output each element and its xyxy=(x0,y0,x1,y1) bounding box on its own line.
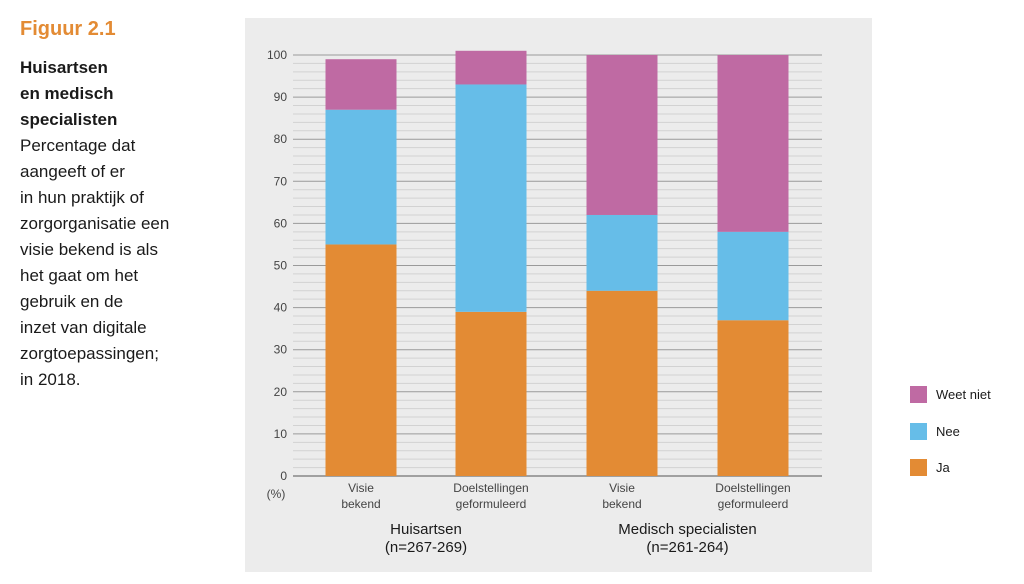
y-tick-label: 100 xyxy=(267,48,287,62)
bar-segment-ja xyxy=(717,320,789,476)
bar-segment-weet-niet xyxy=(586,55,658,215)
figure-number: Figuur 2.1 xyxy=(20,18,116,40)
group-sample-size: (n=267-269) xyxy=(385,539,467,556)
bar-segment-ja xyxy=(455,311,527,476)
legend-label: Weet niet xyxy=(936,387,991,402)
legend-label: Nee xyxy=(936,424,960,439)
group-sample-size: (n=261-264) xyxy=(646,539,728,556)
bar-segment-weet-niet xyxy=(717,55,789,232)
x-category-label: Doelstellingen geformuleerd xyxy=(715,481,790,511)
bar-segment-ja xyxy=(586,290,658,476)
legend-swatch xyxy=(910,459,927,476)
figure-title: Huisartsen en medisch specialisten xyxy=(20,58,118,129)
x-category-label: Visie bekend xyxy=(341,481,380,511)
y-tick-label: 70 xyxy=(274,174,288,188)
y-axis-unit-label: (%) xyxy=(267,487,286,501)
y-tick-label: 80 xyxy=(274,132,288,146)
y-tick-label: 50 xyxy=(274,259,288,273)
y-tick-label: 40 xyxy=(274,301,288,315)
bar-segment-ja xyxy=(325,244,397,476)
y-tick-label: 60 xyxy=(274,216,288,230)
bar-segment-nee xyxy=(325,109,397,245)
x-category-label: Doelstellingen geformuleerd xyxy=(453,481,528,511)
group-label: Huisartsen xyxy=(390,521,462,538)
bar-segment-nee xyxy=(717,231,789,321)
y-tick-label: 20 xyxy=(274,385,288,399)
y-tick-label: 10 xyxy=(274,427,288,441)
legend-label: Ja xyxy=(936,460,951,475)
y-tick-label: 90 xyxy=(274,90,288,104)
figure-caption: Figuur 2.1 Huisartsen en medisch special… xyxy=(20,18,225,393)
legend-swatch xyxy=(910,423,927,440)
bar-segment-weet-niet xyxy=(325,59,397,110)
x-category-label: Visie bekend xyxy=(602,481,641,511)
y-tick-label: 30 xyxy=(274,343,288,357)
bar-segment-nee xyxy=(455,84,527,312)
bar-segment-nee xyxy=(586,214,658,291)
bar-segment-weet-niet xyxy=(455,50,527,85)
group-label: Medisch specialisten xyxy=(618,521,756,538)
y-tick-label: 0 xyxy=(280,469,287,483)
legend-swatch xyxy=(910,386,927,403)
figure-description: Percentage dat aangeeft of er in hun pra… xyxy=(20,136,170,389)
